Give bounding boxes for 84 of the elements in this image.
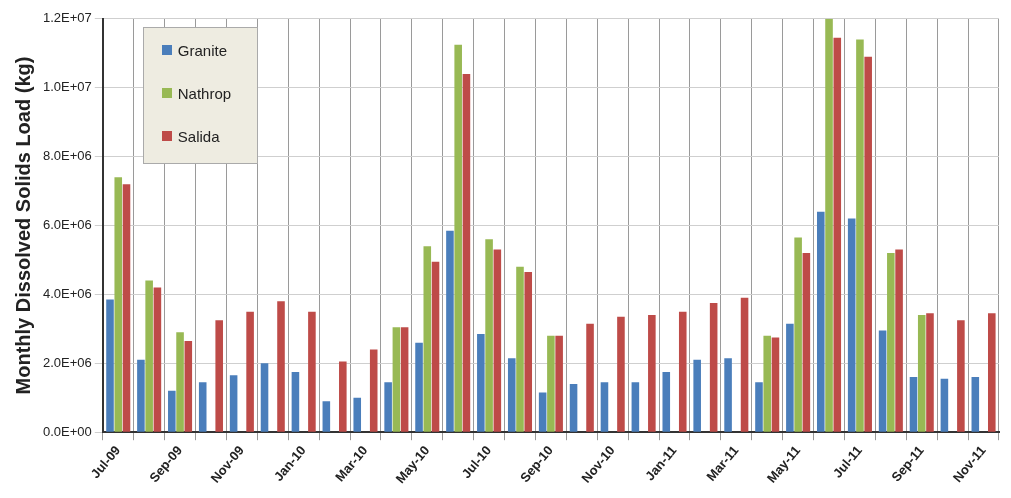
bar — [400, 327, 409, 432]
bar — [369, 349, 378, 432]
bar — [926, 313, 934, 432]
bar — [802, 253, 811, 432]
bar — [678, 311, 687, 432]
bar — [895, 249, 903, 432]
bar — [524, 272, 533, 432]
bar — [817, 211, 825, 432]
bar — [153, 287, 162, 432]
bar — [825, 18, 833, 432]
y-tick-label: 8.0E+06 — [43, 148, 92, 164]
bar — [229, 375, 238, 432]
bar — [569, 383, 578, 432]
bar — [122, 184, 131, 432]
legend-label: Granite — [177, 41, 227, 59]
bar — [446, 230, 454, 432]
bar — [493, 249, 502, 432]
bar — [864, 56, 872, 432]
bar — [308, 311, 316, 432]
bar — [763, 335, 772, 432]
bar — [724, 358, 732, 432]
bar — [423, 246, 432, 432]
bar — [137, 359, 145, 432]
bar — [353, 397, 362, 432]
bar — [198, 382, 207, 432]
bar — [909, 377, 918, 432]
bar — [833, 37, 842, 432]
y-tick-label: 2.0E+06 — [43, 354, 92, 370]
bar — [392, 327, 401, 432]
bar — [878, 330, 887, 432]
legend-label: Nathrop — [177, 84, 232, 102]
bar — [462, 73, 471, 432]
bar — [485, 239, 493, 432]
bar — [971, 377, 980, 432]
bar — [740, 297, 749, 432]
bar — [145, 280, 153, 432]
bar — [477, 334, 485, 432]
bar — [339, 361, 347, 432]
bar — [291, 371, 300, 432]
bar — [176, 332, 184, 432]
bar — [631, 382, 640, 432]
bar — [755, 382, 763, 432]
bar — [555, 335, 563, 432]
bar — [662, 371, 671, 432]
bar — [786, 323, 794, 432]
bar — [215, 320, 223, 432]
bar — [547, 335, 555, 432]
bar — [454, 44, 462, 432]
bar — [260, 363, 269, 432]
bar — [957, 320, 965, 432]
bar — [516, 266, 524, 432]
bar — [538, 392, 547, 432]
bar — [709, 303, 718, 432]
bar — [917, 315, 926, 432]
bar — [184, 340, 193, 432]
bar — [988, 313, 996, 432]
y-tick-label: 1.0E+07 — [43, 79, 92, 95]
bar — [794, 237, 802, 432]
legend-label: Salida — [177, 127, 220, 145]
bar — [847, 218, 856, 432]
bar — [507, 358, 516, 432]
bar — [322, 401, 331, 432]
bar — [693, 359, 701, 432]
y-tick-label: 1.2E+07 — [43, 10, 92, 26]
bar — [106, 299, 114, 432]
bar — [114, 177, 123, 432]
bar — [940, 378, 949, 432]
y-tick-label: 4.0E+06 — [43, 285, 92, 301]
bar — [586, 323, 594, 432]
bar — [384, 382, 392, 432]
bar — [431, 261, 440, 432]
bar — [887, 253, 895, 432]
bar — [600, 382, 609, 432]
bar — [771, 337, 780, 432]
y-tick-label: 0.0E+00 — [43, 423, 92, 439]
bar — [277, 301, 285, 432]
y-tick-label: 6.0E+06 — [43, 217, 92, 233]
bar — [617, 316, 625, 432]
bar — [415, 342, 423, 432]
bar — [168, 390, 176, 432]
bar — [856, 39, 864, 432]
y-axis-title: Monthly Dissolved Solids Load (kg) — [11, 56, 34, 395]
bar — [648, 315, 656, 432]
bar — [246, 311, 254, 432]
